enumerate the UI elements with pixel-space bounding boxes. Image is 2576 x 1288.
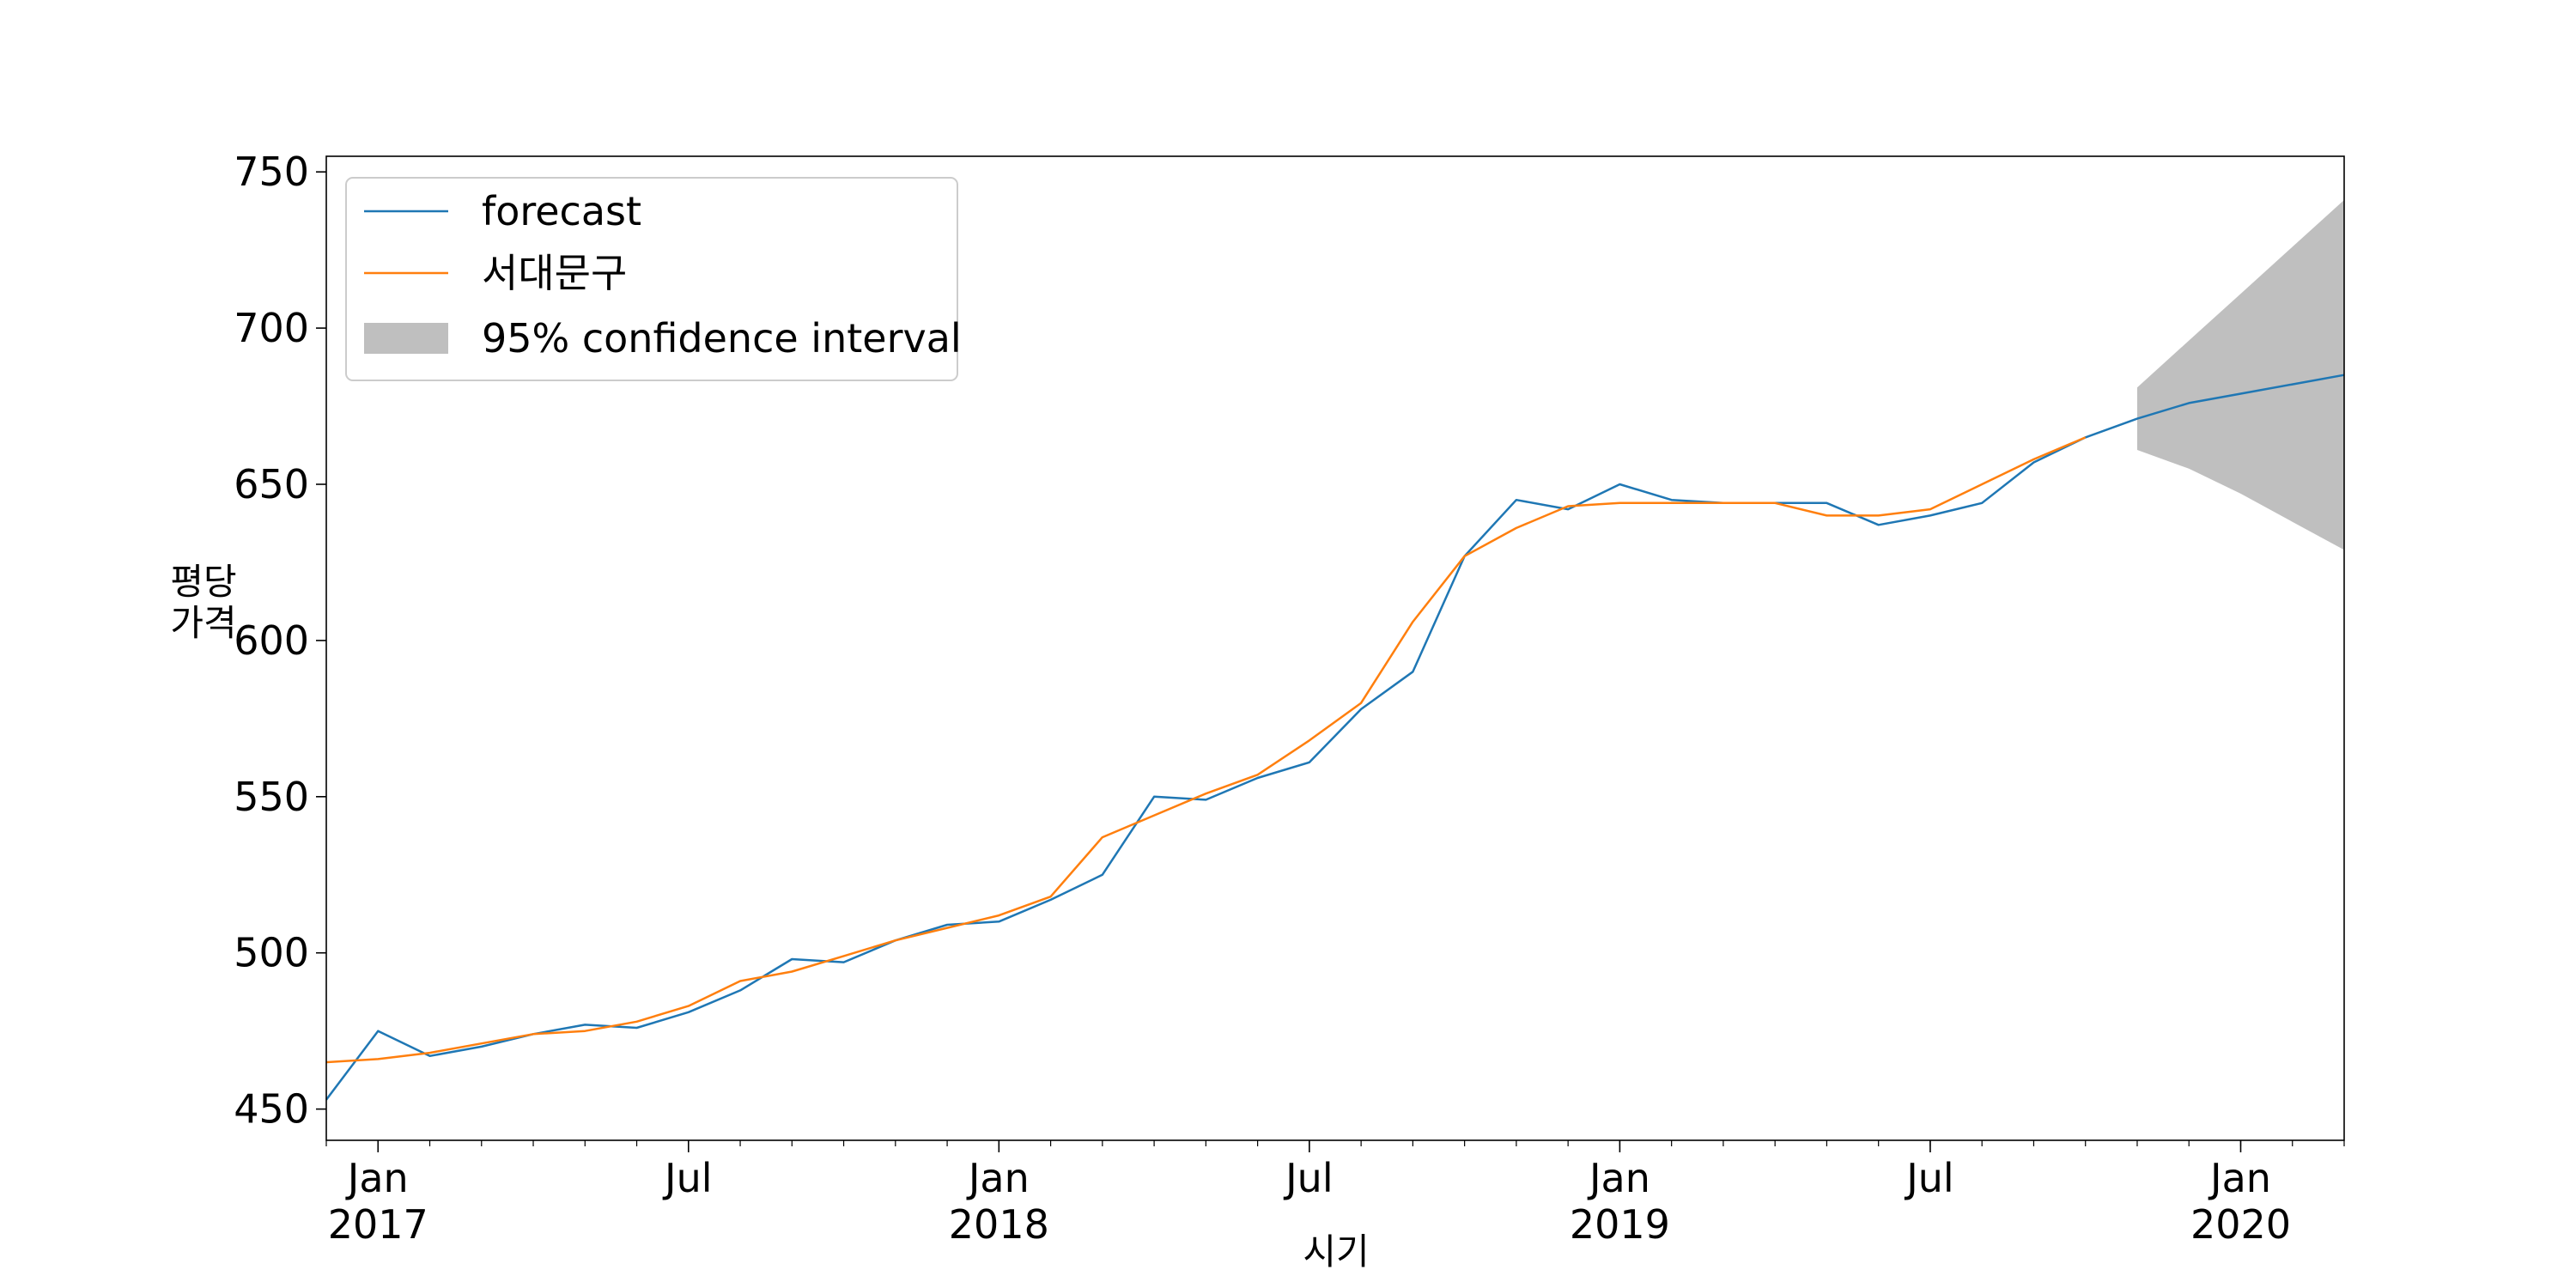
y-tick-label: 700	[234, 305, 309, 351]
x-tick-label: Jan	[345, 1155, 409, 1201]
x-tick-label: Jul	[1283, 1155, 1334, 1201]
y-tick-label: 550	[234, 774, 309, 820]
x-tick-label: Jan	[966, 1155, 1030, 1201]
y-ticks: 450 500 550 600 650 700 750	[234, 149, 326, 1133]
legend-swatch-confidence-interval	[364, 323, 448, 354]
series-line-seodaemun	[325, 436, 2087, 1064]
legend-frame	[345, 177, 958, 381]
y-tick-label: 750	[234, 149, 309, 195]
x-tick-year-label: 2020	[2190, 1201, 2291, 1248]
legend-label-forecast: forecast	[482, 188, 641, 234]
y-tick-label: 650	[234, 461, 309, 507]
y-tick-label: 450	[234, 1086, 309, 1133]
x-tick-label: Jan	[1587, 1155, 1650, 1201]
axes-layer	[325, 155, 2345, 1141]
series-layer	[325, 374, 2345, 1101]
legend-label-seodaemun: 서대문구	[482, 250, 627, 296]
legend-label-confidence-interval: 95% confidence interval	[482, 315, 962, 361]
x-tick-label: Jul	[1904, 1155, 1954, 1201]
plot-frame	[325, 155, 2345, 1141]
x-tick-label: Jan	[2208, 1155, 2271, 1201]
x-axis-title: 시기	[1303, 1230, 1369, 1273]
x-tick-label: Jul	[662, 1155, 713, 1201]
y-axis-title-line-1: 평당	[170, 561, 236, 603]
x-tick-year-label: 2018	[949, 1201, 1049, 1248]
y-tick-label: 500	[234, 930, 309, 976]
y-tick-label: 600	[234, 617, 309, 664]
legend: forecast 서대문구 95% confidence interval	[345, 177, 962, 381]
confidence-interval-layer	[2137, 199, 2344, 550]
y-axis-title-line-2: 가격	[170, 602, 236, 644]
x-tick-year-label: 2019	[1570, 1201, 1670, 1248]
x-tick-year-label: 2017	[328, 1201, 428, 1248]
confidence-interval-band	[2137, 199, 2344, 550]
series-line-forecast	[325, 374, 2345, 1101]
